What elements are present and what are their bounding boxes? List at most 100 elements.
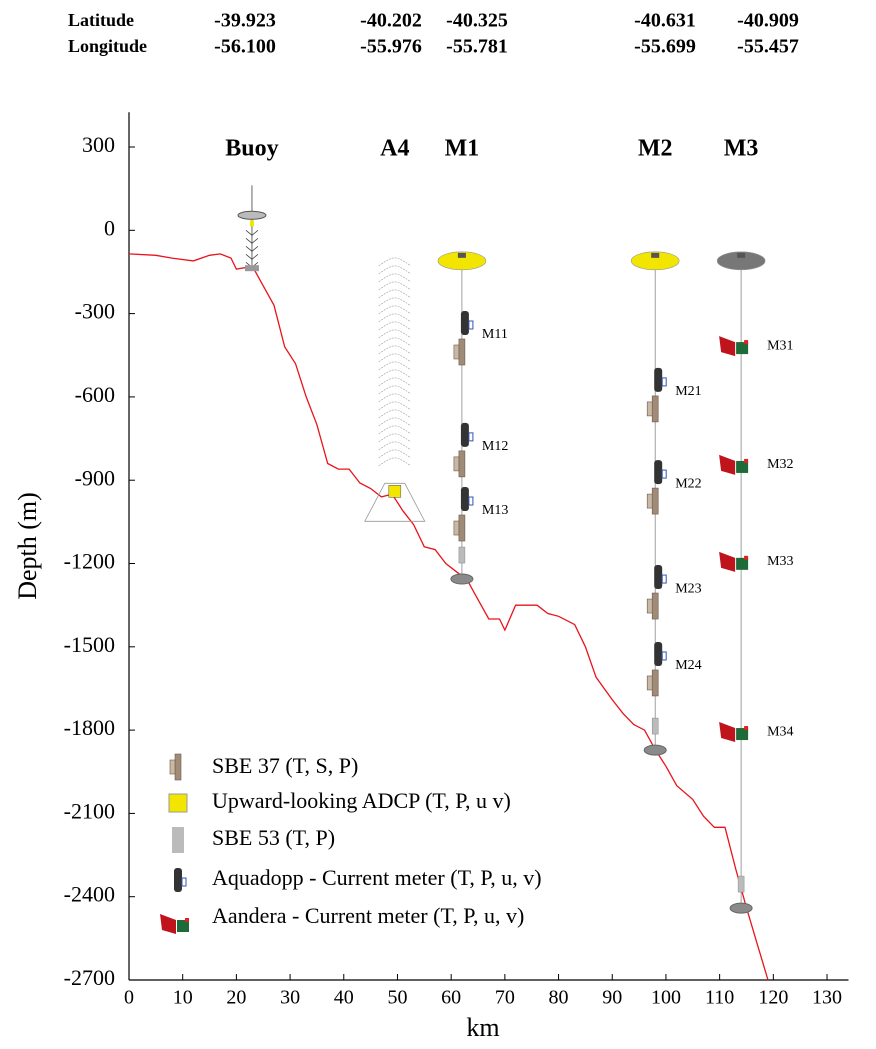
instrument [453,422,474,478]
instrument [719,551,749,572]
mooring [237,185,267,272]
x-tick-label: 10 [173,987,193,1009]
adcp-beam [378,345,411,355]
sbe37-icon-part [453,344,460,360]
legend-item: Aquadopp - Current meter (T, P, u, v) [174,865,542,892]
aandera-body [736,342,749,355]
adcp-beam [378,369,411,379]
legend-item: Upward-looking ADCP (T, P, u v) [168,788,511,813]
sbe53-icon [737,875,745,893]
sbe37-icon-part [453,520,460,536]
instrument-label: M24 [675,658,701,673]
mooring-label: M3 [724,136,759,162]
instrument-label: M32 [767,457,793,472]
latitude-value: -40.631 [634,10,696,32]
buoy-chain [245,237,259,244]
aquadopp-icon-part [661,469,667,479]
x-tick-label: 0 [124,987,134,1009]
legend-label: Upward-looking ADCP (T, P, u v) [212,788,511,813]
y-tick-label: -1200 [64,549,115,574]
mooring [437,251,487,585]
longitude-value: -55.781 [446,36,508,58]
instrument-label: M11 [482,327,508,342]
instrument-label: M31 [767,338,793,353]
y-tick-label: -600 [75,382,115,407]
aandera-body [177,920,189,932]
adcp-beam [378,305,411,315]
adcp-beam [378,377,411,387]
mooring-anchor [729,902,753,914]
latitude-value: -39.923 [214,10,276,32]
instrument-label: M21 [675,384,701,399]
aandera-tip [744,555,749,560]
x-tick-label: 50 [387,987,407,1009]
subsurface-float [630,251,680,271]
x-tick-label: 70 [495,987,515,1009]
sbe37-icon-part [646,675,653,691]
x-tick-label: 110 [705,987,734,1009]
x-tick-label: 30 [280,987,300,1009]
aandera-body [736,557,749,570]
aquadopp-icon-part [181,877,187,887]
adcp-beam [378,433,411,443]
instrument [719,722,749,743]
sbe37-icon [651,592,659,620]
mooring-label: M2 [638,136,673,162]
adcp-beam [378,401,411,411]
aquadopp-icon [654,641,663,666]
sbe37-icon [458,338,466,366]
buoy-chain [245,253,259,260]
sbe37-icon-part [169,759,176,775]
x-tick-label: 130 [812,987,842,1009]
buoy-float [237,210,267,220]
y-tick-label: 300 [82,132,115,157]
aquadopp-icon [460,422,469,447]
adcp-beam [378,321,411,331]
instrument-label: M33 [767,554,793,569]
instrument [719,336,749,357]
instrument-label: M12 [482,439,508,454]
adcp-frame [364,482,426,522]
longitude-value: -55.976 [360,36,422,58]
legend-item: SBE 53 (T, P) [172,825,335,853]
aandera-vane [719,551,736,572]
latitude-value: -40.909 [737,10,799,32]
longitude-value: -55.699 [634,36,696,58]
aquadopp-icon [654,460,663,485]
aandera-tip [744,340,749,345]
y-axis-label: Depth (m) [13,492,42,600]
aquadopp-icon-part [661,574,667,584]
instrument [453,487,474,542]
instrument [646,367,667,423]
y-tick-label: -1800 [64,715,115,740]
mooring-anchor [643,744,667,756]
sbe37-icon-part [646,401,653,417]
y-tick-label: -900 [75,465,115,490]
instrument-label: M23 [675,581,701,596]
legend-label: Aquadopp - Current meter (T, P, u, v) [212,865,542,890]
sbe37-icon [458,514,466,542]
y-tick-label: -1500 [64,632,115,657]
sbe37-icon [651,669,659,697]
sbe37-icon-part [646,598,653,614]
aquadopp-icon-part [468,496,474,506]
latitude-value: -40.325 [446,10,508,32]
latitude-heading: Latitude [68,10,134,30]
adcp-beam [378,289,411,299]
adcp-beam [378,361,411,371]
y-tick-label: -2700 [64,965,115,990]
adcp-beam [378,449,411,459]
adcp-beam [378,393,411,403]
buoy-chain [245,229,259,236]
aandera-vane [719,336,736,357]
aandera-body [736,460,749,473]
mooring [716,251,766,914]
adcp-beam [378,297,411,307]
adcp-beam [378,257,411,267]
adcp-beam [378,313,411,323]
x-tick-label: 80 [549,987,569,1009]
longitude-value: -56.100 [214,36,276,58]
buoy-chain [245,245,259,252]
subsurface-float [437,251,487,271]
